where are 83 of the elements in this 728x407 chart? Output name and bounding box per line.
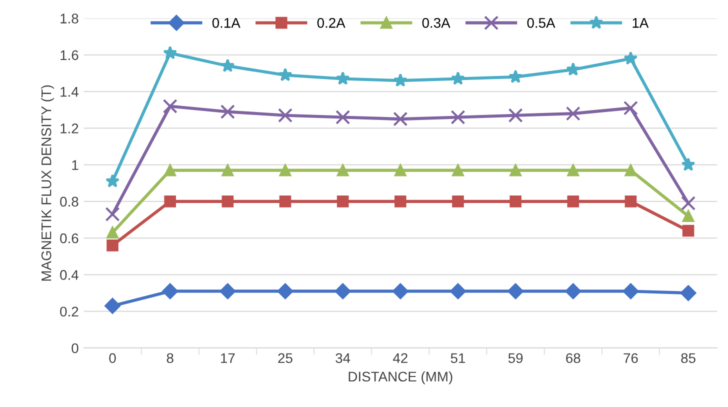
point [336,196,349,208]
point [105,206,120,222]
point [452,164,464,176]
point [452,196,464,208]
point [164,196,176,208]
point [277,283,294,300]
point [163,46,178,60]
legend-label: 0.5A [527,18,556,28]
y-tick-label: 0.8 [60,196,78,207]
point [450,110,466,125]
point [336,110,350,125]
point [279,164,292,176]
legend-label: 0.1A [212,18,240,28]
point [681,158,696,171]
point [279,196,292,208]
point [622,283,639,300]
x-axis-title: DISTANCE (MM) [348,371,452,384]
y-tick-label: 0.6 [60,233,78,244]
x-tick-label: 34 [336,353,350,364]
point [278,68,292,82]
y-tick-label: 0.2 [60,306,78,317]
x-tick-label: 17 [221,353,235,363]
y-tick-label: 1.8 [60,14,78,24]
x-tick-label: 0 [109,353,116,364]
point [162,98,178,114]
point [164,164,176,176]
point [567,164,580,176]
point [450,71,465,85]
point [278,108,293,123]
y-tick-label: 1.6 [60,50,78,60]
x-tick-label: 68 [566,353,580,364]
y-tick-label: 1.2 [60,124,78,134]
point [565,283,582,300]
y-axis-title: MAGNETIK FLUX DENSITY (T) [41,85,54,281]
point [336,164,349,176]
y-tick-label: 0 [72,343,78,354]
point [106,226,118,239]
point [624,196,637,208]
point [393,112,408,126]
y-tick-label: 0.4 [60,270,78,280]
point [394,196,406,208]
y-tick-label: 1.4 [60,87,78,97]
x-tick-label: 85 [681,353,696,364]
point [222,164,234,176]
x-tick-label: 42 [392,353,408,363]
point [567,196,580,208]
point [222,196,234,208]
point [566,62,580,76]
point [566,106,580,121]
point [450,283,466,300]
point [510,164,522,176]
point [508,283,524,300]
legend-label: 0.2A [317,18,346,28]
point [162,283,178,300]
point [624,51,638,65]
point [624,164,637,176]
point [394,164,406,176]
point [682,210,694,222]
point [106,174,120,188]
x-tick-label: 25 [278,353,292,364]
x-tick-label: 8 [166,353,174,364]
legend-label: 1A [632,18,649,28]
point [680,285,696,301]
point [623,100,638,116]
point [220,104,235,120]
point [510,196,522,208]
x-tick-label: 59 [508,353,523,364]
point [682,224,694,237]
point [508,70,523,84]
point [392,283,408,300]
point [220,283,236,300]
legend-label: 0.3A [422,18,450,28]
x-tick-label: 51 [450,353,466,364]
point [336,71,350,85]
point [334,283,351,300]
point [508,108,523,123]
point [104,298,120,314]
point [220,58,235,72]
point [393,73,408,87]
point [680,196,696,211]
point [106,240,118,252]
y-tick-label: 1 [72,160,78,170]
x-tick-label: 76 [624,353,638,364]
